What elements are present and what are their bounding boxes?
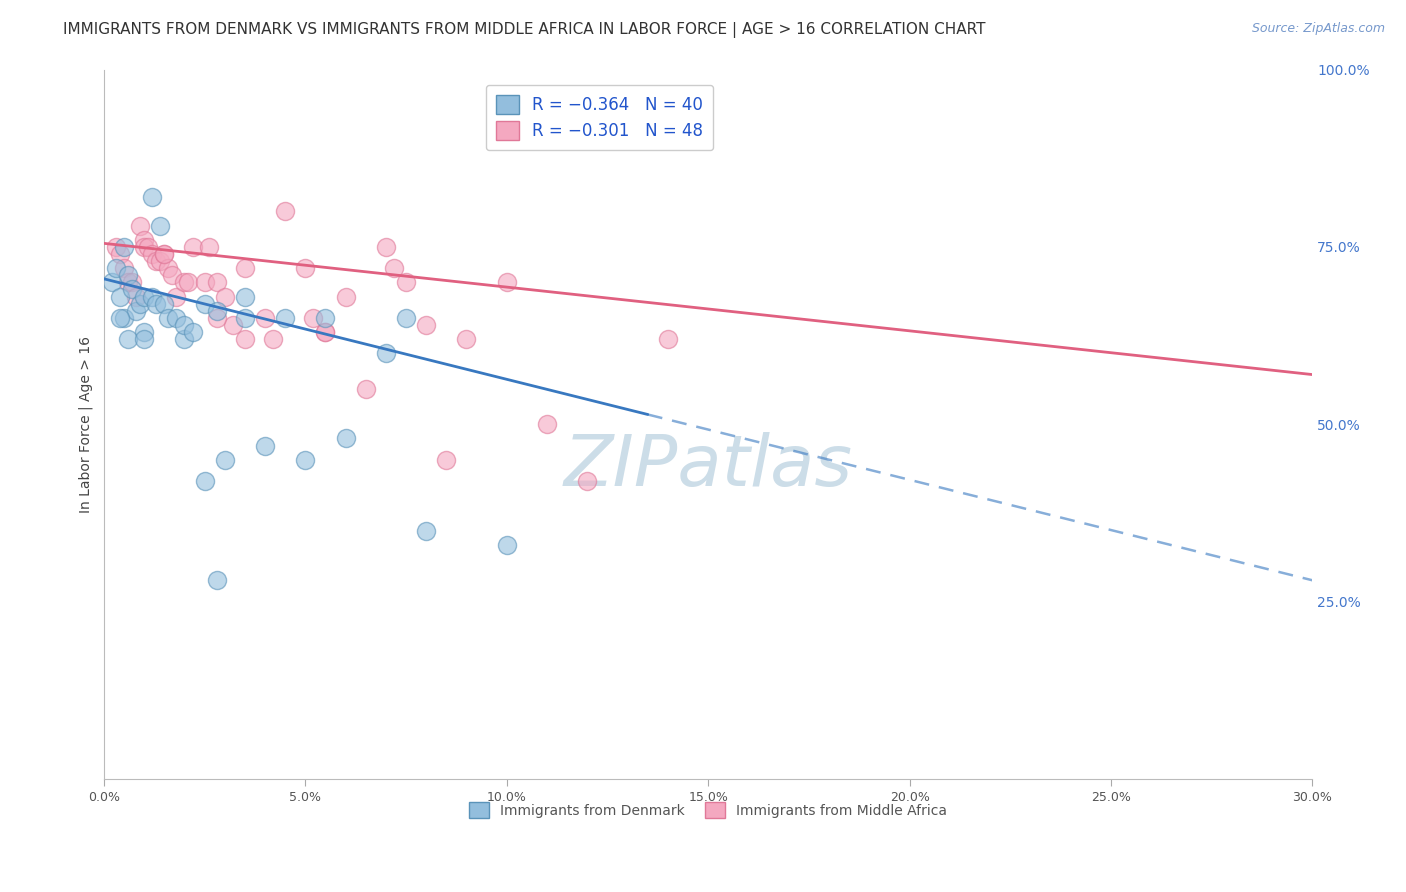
Point (165, 310, 187, 325)
Point (536, 417, 558, 432)
Point (233, 310, 256, 325)
Point (108, 289, 131, 303)
Point (112, 240, 135, 254)
Point (134, 325, 156, 339)
Point (374, 240, 396, 254)
Point (294, 452, 316, 467)
Point (194, 276, 217, 290)
Point (456, 332, 478, 346)
Point (134, 240, 156, 254)
Point (253, 438, 276, 452)
Point (214, 452, 236, 467)
Point (194, 296, 217, 310)
Point (104, 261, 127, 276)
Point (205, 276, 228, 290)
Point (121, 283, 143, 297)
Point (117, 268, 139, 283)
Point (274, 204, 297, 219)
Point (112, 310, 135, 325)
Point (657, 332, 679, 346)
Point (104, 240, 127, 254)
Point (214, 289, 236, 303)
Point (233, 261, 256, 276)
Point (495, 538, 517, 552)
Point (302, 310, 325, 325)
Point (173, 318, 195, 332)
Point (125, 303, 148, 318)
Point (145, 254, 167, 268)
Point (141, 247, 163, 261)
Point (294, 261, 316, 276)
Point (335, 289, 357, 303)
Point (117, 276, 139, 290)
Point (121, 276, 143, 290)
Point (157, 310, 180, 325)
Point (194, 474, 217, 488)
Point (157, 261, 180, 276)
Point (205, 303, 228, 318)
Point (134, 332, 156, 346)
Point (177, 276, 200, 290)
Point (145, 296, 167, 310)
Point (434, 452, 457, 467)
Point (173, 276, 195, 290)
Point (117, 332, 139, 346)
Point (141, 190, 163, 204)
Point (197, 240, 219, 254)
Point (165, 289, 187, 303)
Point (253, 310, 276, 325)
Point (262, 332, 284, 346)
Legend: Immigrants from Denmark, Immigrants from Middle Africa: Immigrants from Denmark, Immigrants from… (463, 796, 953, 825)
Point (314, 325, 336, 339)
Point (129, 296, 152, 310)
Point (149, 254, 172, 268)
Point (576, 474, 599, 488)
Point (374, 346, 396, 360)
Point (395, 310, 418, 325)
Point (314, 325, 336, 339)
Point (101, 276, 124, 290)
Point (382, 261, 405, 276)
Point (136, 240, 159, 254)
Point (112, 261, 135, 276)
Point (233, 332, 256, 346)
Point (134, 233, 156, 247)
Point (181, 325, 204, 339)
Point (415, 524, 437, 538)
Point (354, 382, 377, 396)
Point (153, 296, 176, 310)
Point (153, 247, 176, 261)
Point (181, 240, 204, 254)
Point (335, 432, 357, 446)
Point (173, 332, 195, 346)
Point (205, 574, 228, 588)
Point (395, 276, 418, 290)
Point (205, 310, 228, 325)
Point (162, 268, 184, 283)
Point (274, 310, 297, 325)
Y-axis label: In Labor Force | Age > 16: In Labor Force | Age > 16 (79, 335, 93, 513)
Point (149, 219, 172, 233)
Point (233, 289, 256, 303)
Text: Source: ZipAtlas.com: Source: ZipAtlas.com (1251, 22, 1385, 36)
Point (129, 219, 152, 233)
Point (495, 276, 517, 290)
Point (141, 289, 163, 303)
Point (415, 318, 437, 332)
Point (153, 247, 176, 261)
Point (134, 289, 156, 303)
Point (108, 310, 131, 325)
Point (125, 289, 148, 303)
Text: IMMIGRANTS FROM DENMARK VS IMMIGRANTS FROM MIDDLE AFRICA IN LABOR FORCE | AGE > : IMMIGRANTS FROM DENMARK VS IMMIGRANTS FR… (63, 22, 986, 38)
Point (314, 310, 336, 325)
Point (108, 247, 131, 261)
Text: ZIPatlas: ZIPatlas (564, 433, 852, 501)
Point (222, 318, 245, 332)
